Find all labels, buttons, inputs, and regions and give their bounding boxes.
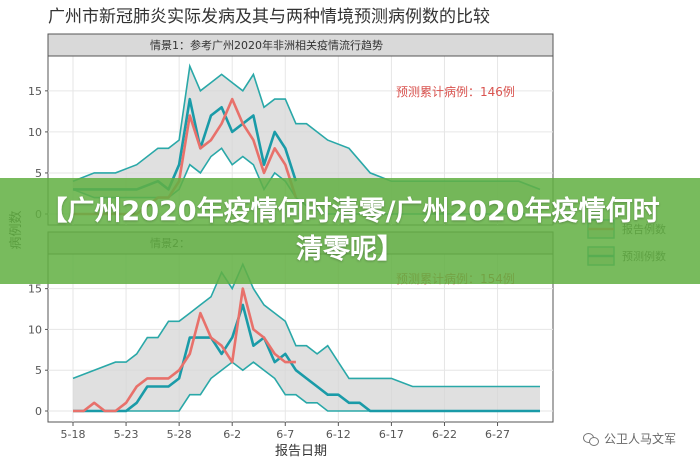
y-tick-label: 10 [28,126,42,139]
band-upper-line [72,262,540,388]
x-tick-label: 6-27 [485,428,510,441]
x-tick-label: 6-2 [223,428,241,441]
chart-title: 广州市新冠肺炎实际发病及其与两种情境预测病例数的比较 [48,7,490,27]
panel-header-text: 情景1：参考广州2020年非洲相关疫情流行趋势 [150,38,383,52]
x-tick-label: 6-22 [432,428,457,441]
x-tick-label: 6-17 [379,428,404,441]
wechat-icon [582,432,599,446]
x-tick-label: 5-28 [167,428,192,441]
cumulative-annotation: 预测累计病例：146例 [396,84,515,99]
x-tick-label: 5-18 [61,428,86,441]
y-tick-label: 15 [28,283,42,296]
series-line-predicted [73,303,540,413]
y-tick-label: 0 [35,405,42,418]
y-tick-label: 15 [28,85,42,98]
headline-banner: 【广州2020年疫情何时清零/广州2020年疫情何时清零呢】 [0,178,700,284]
panel-header [47,33,554,57]
y-tick-label: 5 [35,364,42,377]
x-tick-label: 5-23 [114,428,139,441]
watermark: 公卫人马文军 [582,430,676,447]
y-tick-label: 10 [28,323,42,336]
y-tick-label: 5 [35,167,42,180]
x-tick-label: 6-12 [326,428,351,441]
prediction-band [73,264,540,411]
watermark-text: 公卫人马文军 [603,432,676,446]
x-axis-label: 报告日期 [275,444,327,459]
series-line-observed [73,287,296,413]
banner-text[interactable]: 【广州2020年疫情何时清零/广州2020年疫情何时清零呢】 [40,196,660,265]
x-tick-label: 6-7 [276,428,294,441]
